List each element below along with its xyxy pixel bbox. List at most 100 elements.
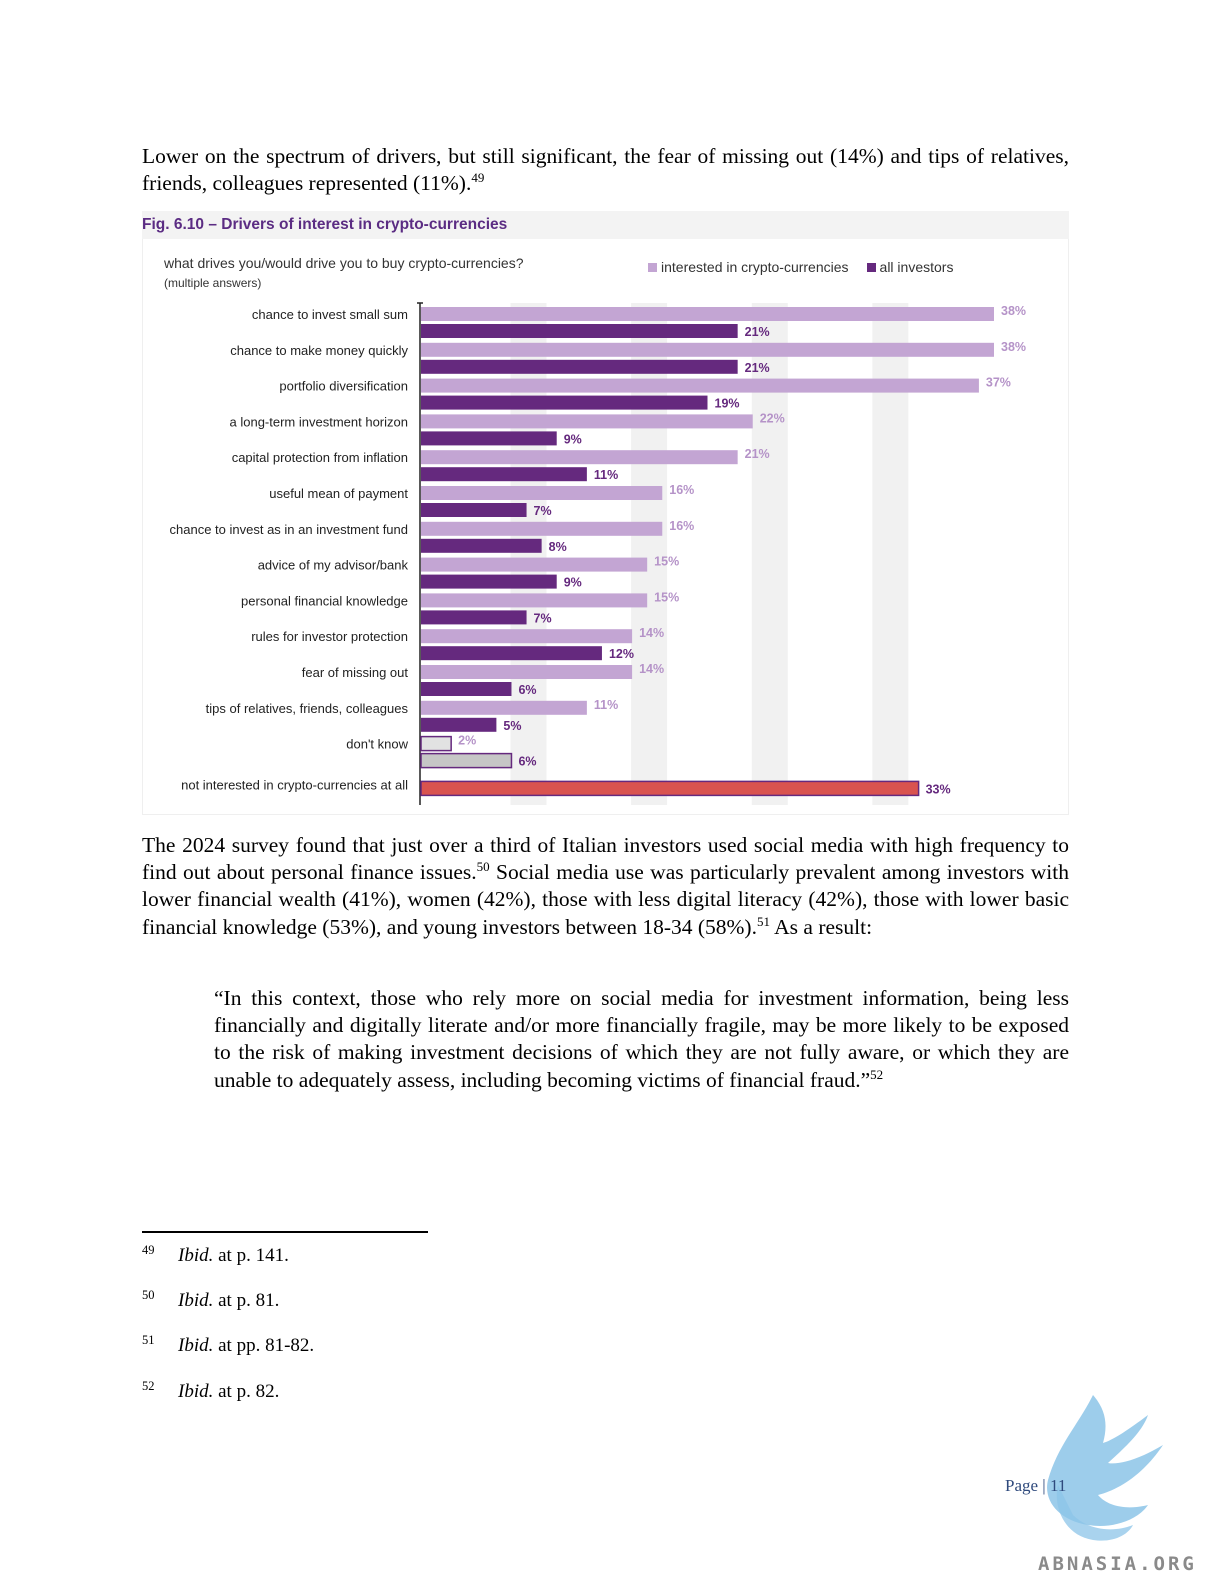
category-label: personal financial knowledge — [241, 593, 408, 608]
value-label-all: 8% — [549, 540, 567, 554]
legend-label-interested: interested in crypto-currencies — [661, 259, 849, 275]
bar-all-investors — [421, 431, 557, 446]
value-label-all: 21% — [745, 325, 770, 339]
footnote-number: 52 — [142, 1379, 155, 1393]
footnote-number: 50 — [142, 1288, 155, 1302]
grid-band — [751, 303, 788, 805]
legend-swatch-interested — [648, 262, 657, 272]
ibid: Ibid. — [178, 1335, 214, 1356]
value-label-interested: 16% — [669, 519, 694, 533]
bar-all-investors — [420, 780, 920, 797]
figure-title-bar: Fig. 6.10 – Drivers of interest in crypt… — [142, 211, 1069, 239]
footnote-text: Ibid. at p. 82. — [178, 1381, 279, 1403]
category-label: chance to make money quickly — [230, 343, 408, 358]
bar-interested — [421, 450, 738, 465]
footnote-rest: at p. 141. — [213, 1245, 289, 1266]
ibid: Ibid. — [178, 1245, 214, 1266]
bar-interested — [421, 307, 994, 321]
bar-interested — [421, 378, 979, 393]
bar-interested — [421, 521, 663, 536]
value-label-interested: 14% — [639, 662, 664, 676]
bar-interested — [421, 342, 994, 357]
footnote-rest: at p. 81. — [213, 1290, 280, 1311]
value-label-interested: 37% — [986, 376, 1011, 390]
value-label-interested: 14% — [639, 626, 664, 640]
category-label: portfolio diversification — [279, 379, 408, 394]
value-label-interested: 16% — [669, 483, 694, 497]
body-paragraph: Lower on the spectrum of drivers, but st… — [142, 143, 1069, 197]
category-label: capital protection from inflation — [232, 450, 408, 465]
value-label-all: 7% — [534, 611, 552, 625]
ibid: Ibid. — [178, 1290, 214, 1311]
bar-interested — [421, 486, 663, 500]
bar-interested — [421, 629, 633, 644]
value-label-all: 33% — [926, 782, 951, 796]
footnote-ref[interactable]: 51 — [756, 913, 770, 929]
bar-all-investors — [420, 752, 513, 769]
value-label-all: 21% — [745, 361, 770, 375]
legend-label-all: all investors — [879, 259, 954, 275]
ibid: Ibid. — [178, 1381, 214, 1402]
body-paragraph: The 2024 survey found that just over a t… — [142, 832, 1069, 941]
value-label-all: 5% — [503, 719, 521, 733]
footnote-ref[interactable]: 50 — [476, 859, 490, 875]
legend-item-all: all investors — [866, 259, 954, 275]
chart-question-note: (multiple answers) — [164, 276, 262, 290]
footnote-ref[interactable]: 49 — [471, 170, 485, 186]
bar-interested — [420, 735, 452, 752]
footnote-rest: at p. 82. — [213, 1381, 280, 1402]
watermark-text: ABNASIA.ORG — [1038, 1553, 1197, 1575]
category-label: useful mean of payment — [269, 486, 408, 501]
value-label-all: 11% — [594, 468, 618, 482]
bar-all-investors — [421, 324, 738, 338]
bar-interested — [421, 414, 753, 429]
bar-interested — [421, 593, 648, 608]
value-label-interested: 38% — [1001, 304, 1026, 318]
value-label-all: 6% — [518, 755, 536, 769]
value-label-interested: 38% — [1001, 340, 1026, 354]
category-label: chance to invest as in an investment fun… — [170, 522, 408, 537]
bar-all-investors — [421, 717, 497, 732]
value-label-all: 12% — [609, 647, 634, 661]
footnote-text: Ibid. at p. 81. — [178, 1290, 279, 1312]
figure-drivers-of-interest: Fig. 6.10 – Drivers of interest in crypt… — [142, 211, 1069, 815]
legend-swatch-all — [866, 262, 876, 272]
value-label-all: 7% — [534, 504, 552, 518]
legend-item-interested: interested in crypto-currencies — [648, 259, 849, 275]
category-label: advice of my advisor/bank — [258, 558, 409, 573]
bar-all-investors — [421, 359, 738, 374]
category-label: chance to invest small sum — [252, 307, 408, 322]
bar-interested — [421, 700, 587, 715]
paragraph-text: The 2024 survey found that just over a t… — [142, 833, 1069, 885]
value-label-interested: 22% — [760, 411, 785, 425]
value-label-interested: 2% — [458, 734, 476, 748]
page-number: Page | 11 — [1005, 1476, 1067, 1495]
bar-all-investors — [421, 610, 527, 625]
category-label: rules for investor protection — [251, 629, 408, 644]
category-label: a long-term investment horizon — [230, 414, 408, 429]
value-label-interested: 21% — [745, 447, 770, 461]
paragraph-text: Social media use was particularly preval… — [142, 860, 1069, 939]
bar-all-investors — [421, 395, 708, 410]
bar-all-investors — [421, 574, 557, 589]
value-label-all: 9% — [564, 576, 582, 590]
bar-all-investors — [421, 682, 512, 696]
category-label: don't know — [346, 737, 408, 752]
value-label-all: 6% — [518, 683, 536, 697]
category-label: fear of missing out — [302, 665, 409, 680]
footnote-number: 49 — [142, 1243, 155, 1257]
category-label: tips of relatives, friends, colleagues — [206, 701, 409, 716]
chart-question: what drives you/would drive you to buy c… — [164, 255, 524, 271]
bar-all-investors — [421, 467, 587, 482]
footnote-separator — [142, 1231, 428, 1233]
bar-all-investors — [421, 538, 542, 553]
footnote-number: 51 — [142, 1333, 155, 1347]
bar-interested — [421, 557, 648, 572]
bar-interested — [421, 665, 633, 679]
footnote-ref[interactable]: 52 — [870, 1066, 884, 1082]
footnote-text: Ibid. at p. 141. — [178, 1245, 289, 1267]
paragraph-text: Lower on the spectrum of drivers, but st… — [142, 144, 1069, 196]
bird-logo-icon — [1047, 1395, 1163, 1541]
chart-legend: interested in crypto-currencies all inve… — [648, 259, 971, 275]
footnote-text: Ibid. at pp. 81-82. — [178, 1335, 314, 1357]
